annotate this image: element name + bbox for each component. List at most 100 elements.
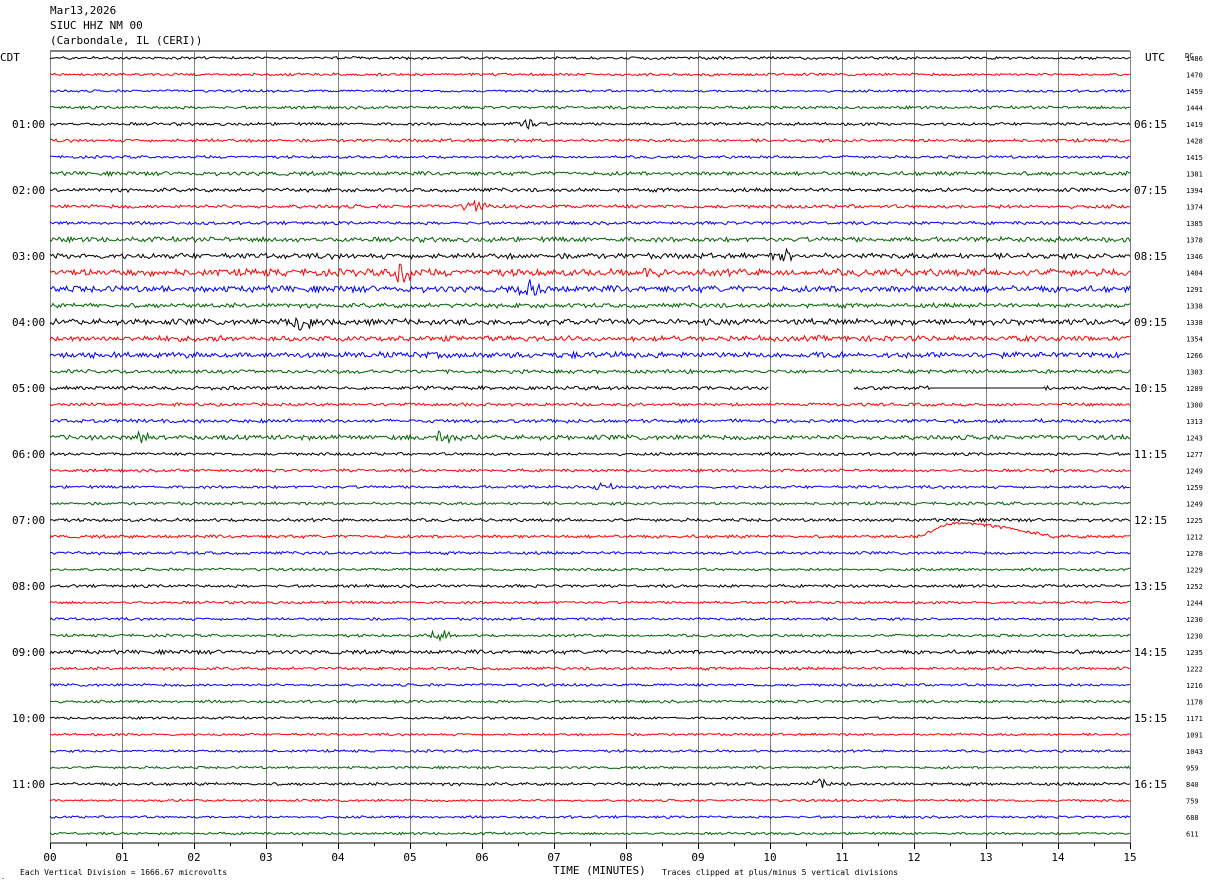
right-time-label: 14:15 — [1134, 646, 1167, 659]
x-tick-label: 10 — [763, 851, 776, 864]
dc-offset-label: 688 — [1186, 814, 1199, 822]
trace-row-34 — [49, 616, 1131, 622]
trace-row-41 — [49, 732, 1131, 737]
dc-offset-label: 1374 — [1186, 204, 1203, 212]
dc-offset-label: 1266 — [1186, 352, 1203, 360]
left-time-label: 10:00 — [12, 712, 45, 725]
dc-offset-label: 1300 — [1186, 402, 1203, 410]
dc-offset-label: 1444 — [1186, 105, 1203, 113]
dc-offset-label: 1381 — [1186, 171, 1203, 179]
dc-offset-label: 1470 — [1186, 72, 1203, 80]
dc-offset-label: 1243 — [1186, 435, 1203, 443]
right-time-label: 16:15 — [1134, 778, 1167, 791]
date-label: Mar13,2026 — [50, 4, 117, 17]
right-time-label: 08:15 — [1134, 250, 1167, 263]
dc-offset-label: 1212 — [1186, 534, 1203, 542]
trace-row-47 — [49, 831, 1131, 836]
dc-offset-label: 1043 — [1186, 748, 1203, 756]
dc-offset-label: 1216 — [1186, 682, 1203, 690]
x-tick-label: 15 — [1123, 851, 1136, 864]
trace-row-44 — [49, 778, 1131, 789]
trace-row-35 — [49, 629, 1131, 643]
trace-row-28 — [49, 517, 1131, 523]
trace-row-1 — [49, 72, 1131, 77]
x-tick-label: 01 — [115, 851, 128, 864]
dc-offset-label: 1259 — [1186, 484, 1203, 492]
right-time-labels: 06:15 07:15 08:15 09:15 10:15 11:15 12:15 13:15… — [1134, 118, 1167, 791]
station-label: SIUC HHZ NM 00 — [50, 19, 143, 32]
trace-row-17 — [49, 334, 1131, 343]
right-time-label: 15:15 — [1134, 712, 1167, 725]
left-time-label: 01:00 — [12, 118, 45, 131]
trace-row-36 — [49, 648, 1131, 656]
trace-row-33 — [49, 600, 1131, 605]
trace-row-29 — [49, 521, 1131, 540]
left-timezone-label: CDT — [0, 51, 20, 64]
left-time-label: 03:00 — [12, 250, 45, 263]
trace-row-40 — [49, 715, 1131, 721]
left-time-label: 07:00 — [12, 514, 45, 527]
x-axis-title: TIME (MINUTES) — [553, 864, 646, 877]
x-tick-label: 11 — [835, 851, 848, 864]
trace-row-23 — [49, 430, 1131, 445]
dc-offset-label: 1289 — [1186, 385, 1203, 393]
trace-row-16 — [49, 316, 1131, 331]
corner-mark: . — [1, 873, 5, 881]
left-time-label: 04:00 — [12, 316, 45, 329]
x-tick-label: 03 — [259, 851, 272, 864]
trace-row-30 — [50, 550, 1131, 556]
trace-row-21 — [49, 402, 1131, 408]
trace-row-46 — [49, 814, 1131, 820]
dc-offset-label: 1486 — [1186, 55, 1203, 63]
trace-row-8 — [49, 186, 1131, 194]
grid — [50, 50, 1131, 849]
right-time-label: 07:15 — [1134, 184, 1167, 197]
dc-offset-label: 1230 — [1186, 633, 1203, 641]
trace-row-7 — [49, 170, 1131, 178]
dc-offset-label: 759 — [1186, 798, 1199, 806]
trace-row-20 — [49, 384, 1131, 392]
dc-offset-label: 1278 — [1186, 550, 1203, 558]
trace-row-4 — [49, 118, 1131, 130]
left-time-label: 08:00 — [12, 580, 45, 593]
x-tick-label: 05 — [403, 851, 416, 864]
trace-row-10 — [49, 220, 1131, 226]
dc-offset-label: 1346 — [1186, 253, 1203, 261]
dc-offset-label: 1229 — [1186, 567, 1203, 575]
dc-offset-label: 1415 — [1186, 154, 1203, 162]
trace-row-45 — [49, 798, 1131, 803]
x-tick-label: 02 — [187, 851, 200, 864]
trace-row-5 — [49, 137, 1130, 144]
scale-note: Each Vertical Division = 1666.67 microvo… — [20, 868, 227, 877]
dc-offset-label: 1178 — [1186, 699, 1203, 707]
trace-row-31 — [49, 567, 1131, 572]
x-tick-label: 14 — [1051, 851, 1065, 864]
dc-offset-label: 1338 — [1186, 319, 1203, 327]
trace-row-12 — [49, 247, 1131, 263]
x-tick-label: 13 — [979, 851, 992, 864]
trace-row-9 — [49, 199, 1131, 212]
dc-offset-label: 1230 — [1186, 616, 1203, 624]
dc-offset-label: 1378 — [1186, 237, 1203, 245]
left-time-labels: 01:00 02:00 03:00 04:00 05:00 06:00 07:00 08:00… — [12, 118, 45, 791]
dc-offset-label: 1277 — [1186, 451, 1203, 459]
x-tick-labels: 00 01 02 03 04 05 06 07 08 09 10 11 12 13 14 15 — [43, 851, 1136, 864]
trace-row-6 — [49, 154, 1131, 160]
dc-offset-label: 1249 — [1186, 468, 1203, 476]
right-time-label: 10:15 — [1134, 382, 1167, 395]
right-time-label: 09:15 — [1134, 316, 1167, 329]
right-timezone-label: UTC — [1145, 51, 1165, 64]
trace-row-14 — [49, 279, 1131, 297]
dc-offset-label: 959 — [1186, 765, 1199, 773]
x-tick-label: 00 — [43, 851, 56, 864]
right-time-label: 12:15 — [1134, 514, 1167, 527]
trace-row-18 — [49, 350, 1131, 360]
trace-row-38 — [49, 682, 1131, 688]
dc-offset-label: 1252 — [1186, 583, 1203, 591]
x-tick-label: 07 — [547, 851, 560, 864]
trace-row-32 — [49, 583, 1131, 589]
dc-offset-label: 1419 — [1186, 121, 1203, 129]
location-label: (Carbondale, IL (CERI)) — [50, 34, 203, 47]
